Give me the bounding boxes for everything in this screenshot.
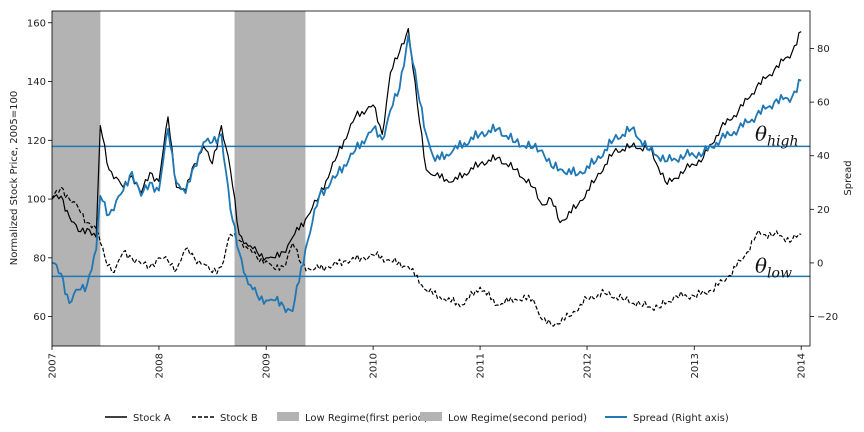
x-tick-label: 2009	[262, 353, 273, 378]
legend: Stock A Stock B Low Regime(first period) Lo…	[105, 412, 729, 424]
threshold-lines	[52, 145, 810, 278]
series-line-spread-right-axis	[51, 34, 802, 314]
left-y-tick-label: 100	[27, 195, 46, 206]
regime-band-1	[52, 11, 101, 346]
right-y-axis: −20 0 20 40 60 80	[810, 44, 838, 323]
right-y-tick-label: 40	[817, 151, 830, 162]
x-tick-label: 2007	[48, 353, 59, 378]
series-line-stock-b	[51, 186, 802, 327]
plot-frame	[51, 10, 811, 347]
plot-background	[52, 11, 810, 346]
x-tick-label: 2008	[154, 353, 165, 378]
left-y-tick-label: 140	[27, 77, 46, 88]
series-line-stock-a	[51, 28, 802, 261]
right-y-tick-label: −20	[817, 312, 838, 323]
right-y-tick-label: 20	[817, 205, 830, 216]
right-y-tick-label: 80	[817, 44, 830, 55]
left-y-tick-label: 120	[27, 136, 46, 147]
legend-label-5: Spread (Right axis)	[633, 413, 729, 424]
threshold-label-low-subscript: low	[767, 265, 792, 281]
left-y-tick-label: 60	[33, 312, 46, 323]
threshold-label-high-subscript: high	[767, 133, 798, 149]
legend-label-4: Low Regime(second period)	[448, 413, 587, 424]
regime-shading	[52, 11, 306, 346]
legend-swatch-4	[420, 412, 442, 421]
x-tick-label: 2012	[583, 353, 594, 378]
right-y-axis-label: Spread	[843, 160, 854, 195]
x-tick-label: 2010	[369, 353, 380, 378]
legend-label-3: Low Regime(first period)	[305, 413, 428, 424]
legend-label-1: Stock A	[133, 413, 171, 424]
x-axis: 2007 2008 2009 2010 2011 2012 2013 2014	[48, 346, 808, 378]
x-tick-label: 2013	[690, 353, 701, 378]
x-tick-label: 2011	[476, 353, 487, 378]
right-y-tick-label: 60	[817, 98, 830, 109]
left-y-tick-label: 80	[33, 253, 46, 264]
series-lines	[51, 28, 802, 327]
legend-label-2: Stock B	[220, 413, 258, 424]
regime-band-2	[234, 11, 306, 346]
left-y-axis-label: Normalized Stock Price, 2005=100	[9, 91, 20, 265]
x-tick-label: 2014	[797, 353, 808, 378]
left-y-tick-label: 160	[27, 18, 46, 29]
legend-swatch-3	[277, 412, 299, 421]
left-y-axis: 60 80 100 120 140 160	[27, 18, 52, 323]
right-y-tick-label: 0	[817, 258, 823, 269]
